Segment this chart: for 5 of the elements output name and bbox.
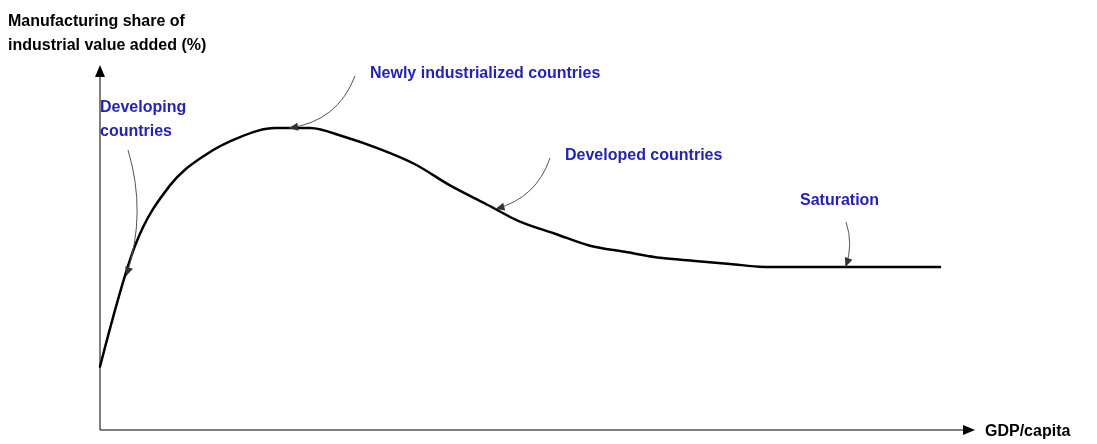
x-axis-title: GDP/capita (985, 422, 1071, 439)
y-axis-title: Manufacturing share of industrial value added (%) (8, 12, 207, 53)
text: Newly industrialized countries (370, 64, 601, 81)
annotation: Saturation (800, 191, 880, 208)
annotation: Developed countries (565, 146, 723, 163)
